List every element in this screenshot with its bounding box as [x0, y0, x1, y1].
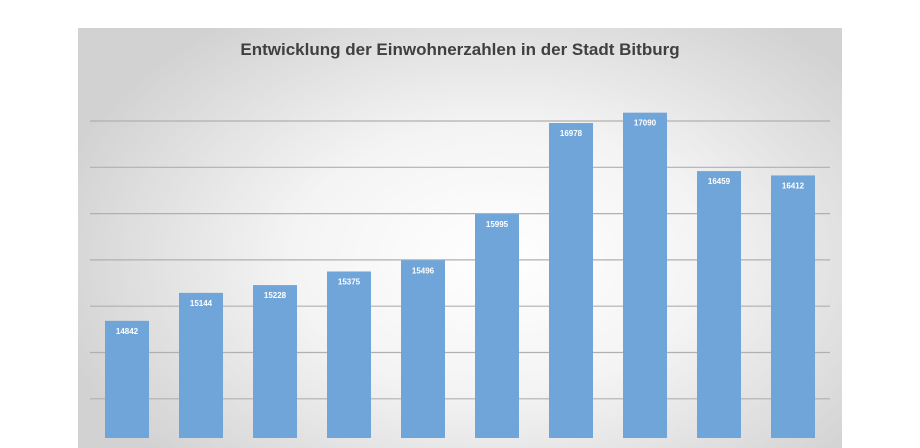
bar: [401, 260, 445, 438]
data-label: 15375: [338, 277, 361, 286]
bar: [253, 285, 297, 438]
bar: [327, 271, 371, 438]
bar: [549, 123, 593, 438]
bar: [105, 320, 149, 438]
chart-title: Entwicklung der Einwohnerzahlen in der S…: [240, 40, 680, 59]
data-label: 16978: [560, 129, 583, 138]
plot-area: 14842 15144 15228 15375 15496 15995 16978 17090…: [90, 112, 830, 438]
data-label: 17090: [634, 119, 657, 128]
data-label: 15228: [264, 291, 287, 300]
bar: [697, 171, 741, 438]
bar: [475, 214, 519, 438]
bar: [179, 292, 223, 438]
data-label: 15144: [190, 299, 213, 308]
bar: [623, 112, 667, 438]
data-label: 14842: [116, 327, 139, 336]
data-label: 15995: [486, 220, 509, 229]
data-label: 16459: [708, 177, 731, 186]
data-label: 16412: [782, 181, 805, 190]
data-label: 15496: [412, 266, 435, 275]
bar: [771, 175, 815, 438]
